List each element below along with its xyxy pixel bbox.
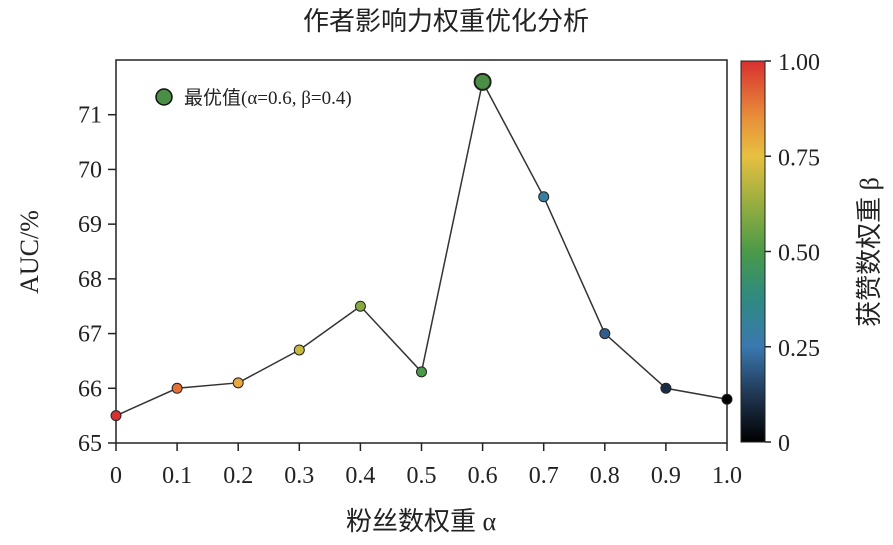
y-tick-label: 66 [78, 376, 102, 402]
colorbar-label: 获赞数权重 β [855, 177, 884, 327]
data-point [232, 377, 244, 389]
x-tick-label: 0.5 [407, 463, 437, 489]
data-point [171, 382, 183, 394]
y-axis: 65 66 67 68 69 70 71 [78, 103, 116, 457]
colorbar-tick-label: 0.50 [778, 241, 820, 267]
x-axis-label: 粉丝数权重 α [346, 507, 497, 536]
data-point [416, 366, 427, 378]
data-point [293, 344, 305, 356]
x-tick-label: 0 [110, 463, 122, 489]
legend-marker [155, 88, 173, 106]
legend-label: 最优值(α=0.6, β=0.4) [184, 87, 352, 109]
data-points [110, 72, 733, 422]
x-tick-label: 0.6 [468, 463, 498, 489]
data-point [354, 300, 366, 312]
colorbar-axis: 0 0.25 0.50 0.75 1.00 [765, 50, 820, 457]
colorbar-tick-label: 0.25 [778, 336, 820, 362]
data-point [599, 328, 611, 340]
colorbar-tick-label: 0.75 [778, 145, 820, 171]
series-line [115, 79, 728, 417]
data-point [660, 382, 672, 394]
optimal-point [473, 72, 492, 91]
data-point [538, 191, 550, 203]
x-tick-label: 0.4 [345, 463, 375, 489]
colorbar-tick-label: 1.00 [778, 50, 820, 76]
y-tick-label: 70 [78, 157, 102, 183]
legend: 最优值(α=0.6, β=0.4) [155, 87, 352, 109]
y-tick-label: 65 [78, 431, 102, 457]
x-tick-label: 1.0 [712, 463, 742, 489]
x-tick-label: 0.3 [284, 463, 314, 489]
y-tick-label: 69 [78, 212, 102, 238]
x-tick-label: 0.7 [529, 463, 559, 489]
colorbar-tick-label: 0 [778, 431, 790, 457]
x-tick-label: 0.1 [162, 463, 192, 489]
x-axis: 0 0.1 0.2 0.3 0.4 0.5 0.6 0.7 0.8 0.9 1.0 [110, 443, 742, 489]
chart-title: 作者影响力权重优化分析 [303, 7, 589, 36]
y-tick-label: 71 [78, 103, 102, 129]
y-axis-label: AUC/% [15, 210, 44, 294]
data-point [110, 410, 122, 422]
colorbar [740, 60, 766, 443]
y-tick-label: 67 [78, 322, 102, 348]
x-tick-label: 0.2 [223, 463, 253, 489]
x-tick-label: 0.9 [651, 463, 681, 489]
data-point [721, 393, 733, 405]
y-tick-label: 68 [78, 267, 102, 293]
x-tick-label: 0.8 [590, 463, 620, 489]
